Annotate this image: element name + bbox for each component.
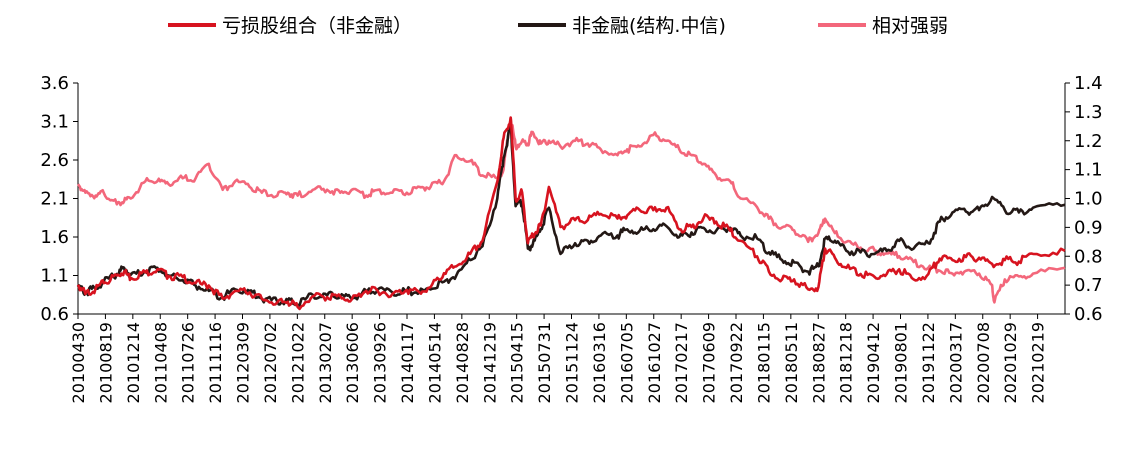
x-tick-label: 20151124 (563, 322, 582, 403)
x-tick-label: 20110408 (151, 322, 170, 403)
x-tick-label: 20101214 (124, 322, 143, 403)
right-y-tick-label: 0.8 (1074, 246, 1103, 267)
x-tick-label: 20111116 (206, 322, 225, 403)
x-tick-label: 20161027 (645, 322, 664, 403)
x-tick-label: 20190412 (864, 322, 883, 403)
legend-label: 相对强弱 (872, 15, 948, 37)
x-tick-label: 20141219 (480, 322, 499, 403)
legend-label: 非金融(结构.中信) (572, 15, 726, 37)
x-tick-label: 20190801 (892, 322, 911, 403)
x-axis-tick-labels: 20100430 20100819 20101214 20110408 20110726… (69, 322, 1048, 403)
x-tick-label: 20140828 (453, 322, 472, 403)
x-tick-label: 20150731 (535, 322, 554, 403)
left-y-tick-label: 1.6 (40, 227, 69, 248)
left-y-tick-label: 0.6 (40, 304, 69, 325)
x-tick-label: 20120702 (261, 322, 280, 403)
x-tick-label: 20100819 (96, 322, 115, 403)
series-line (76, 116, 1066, 311)
x-tick-label: 20121022 (288, 322, 307, 403)
left-y-tick-label: 3.6 (40, 73, 69, 94)
x-tick-label: 20110726 (179, 322, 198, 403)
x-tick-label: 20201029 (1001, 322, 1020, 403)
right-y-tick-label: 1.2 (1074, 131, 1103, 152)
x-tick-label: 20130606 (343, 322, 362, 403)
x-tick-label: 20140514 (425, 322, 444, 403)
x-tick-label: 20170609 (700, 322, 719, 403)
chart-axes: 0.6 1.1 1.6 2.1 2.6 3.1 3.6 0.6 0.7 0.8 0.9 1.0 1.1 1… (40, 73, 1102, 325)
x-tick-label: 20160316 (590, 322, 609, 403)
chart-series (76, 116, 1066, 311)
series-line (76, 124, 1066, 307)
x-tick-label: 20191122 (919, 322, 938, 403)
right-y-tick-label: 0.7 (1074, 275, 1103, 296)
right-y-tick-label: 1.4 (1074, 73, 1103, 94)
chart-legend: 亏损股组合（非金融） 非金融(结构.中信) 相对强弱 (168, 15, 948, 37)
left-y-tick-label: 2.1 (40, 189, 69, 210)
x-tick-label: 20180511 (782, 322, 801, 403)
right-y-tick-label: 1.3 (1074, 102, 1103, 123)
left-y-tick-label: 3.1 (40, 112, 69, 133)
x-tick-label: 20210219 (1029, 322, 1048, 403)
x-tick-label: 20170922 (727, 322, 746, 403)
x-tick-label: 20181218 (837, 322, 856, 403)
x-tick-label: 20140117 (398, 322, 417, 403)
x-tick-label: 20180827 (809, 322, 828, 403)
x-tick-label: 20100430 (69, 322, 88, 403)
left-y-tick-label: 2.6 (40, 150, 69, 171)
x-tick-label: 20130207 (316, 322, 335, 403)
legend-label: 亏损股组合（非金融） (222, 15, 412, 37)
x-tick-label: 20130926 (371, 322, 390, 403)
x-tick-label: 20200708 (974, 322, 993, 403)
series-line (76, 116, 1066, 304)
x-tick-label: 20180115 (754, 322, 773, 403)
right-y-tick-label: 0.6 (1074, 304, 1103, 325)
x-tick-label: 20150415 (508, 322, 527, 403)
left-y-tick-label: 1.1 (40, 266, 69, 287)
x-tick-label: 20120309 (234, 322, 253, 403)
x-tick-label: 20200317 (946, 322, 965, 403)
right-y-tick-label: 1.0 (1074, 189, 1103, 210)
x-tick-label: 20170217 (672, 322, 691, 403)
right-y-tick-label: 0.9 (1074, 217, 1103, 238)
right-y-tick-label: 1.1 (1074, 160, 1103, 181)
x-tick-label: 20160705 (617, 322, 636, 403)
